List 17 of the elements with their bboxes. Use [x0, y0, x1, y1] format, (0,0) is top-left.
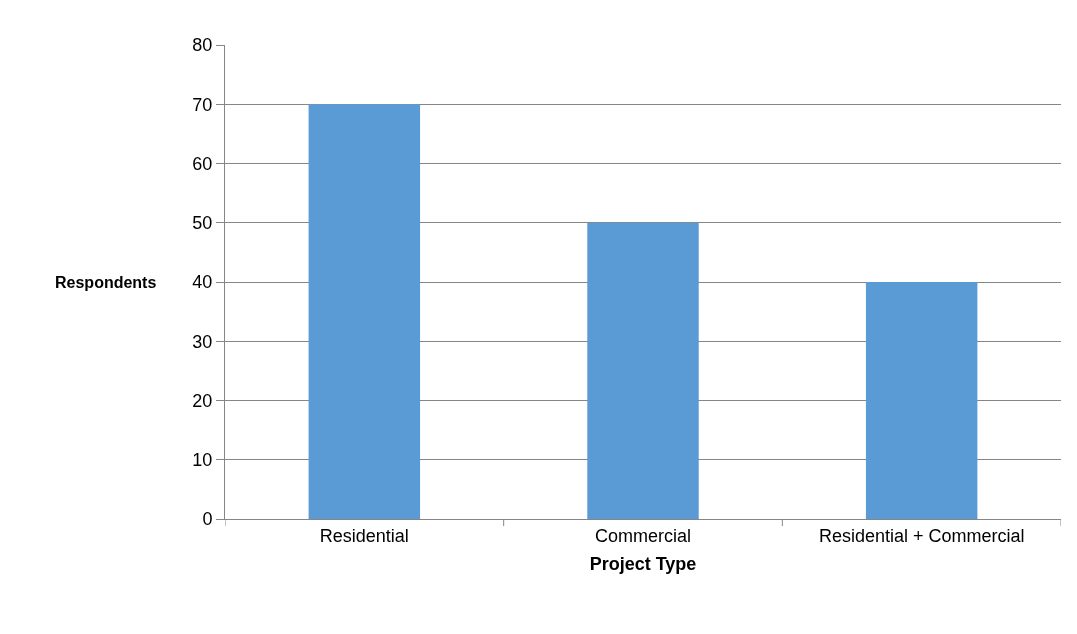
bar — [865, 282, 978, 519]
y-axis-title: Respondents — [55, 274, 157, 291]
x-axis-title: Project Type — [589, 553, 697, 574]
x-tick-label: Residential — [319, 525, 409, 546]
y-tick-label: 60 — [192, 153, 213, 174]
x-tick-label: Residential + Commercial — [818, 525, 1025, 546]
y-tick-label: 70 — [192, 94, 213, 115]
y-tick-label: 80 — [192, 35, 213, 56]
y-tick-label: 10 — [192, 450, 213, 471]
x-tick-label: Commercial — [594, 525, 692, 546]
y-tick-label: 20 — [192, 390, 213, 411]
y-tick-label: 50 — [192, 213, 213, 234]
y-tick-label: 0 — [202, 509, 213, 530]
bar — [587, 222, 699, 519]
y-tick-label: 40 — [192, 272, 213, 293]
y-tick-label: 30 — [192, 331, 213, 352]
bar — [308, 104, 421, 519]
